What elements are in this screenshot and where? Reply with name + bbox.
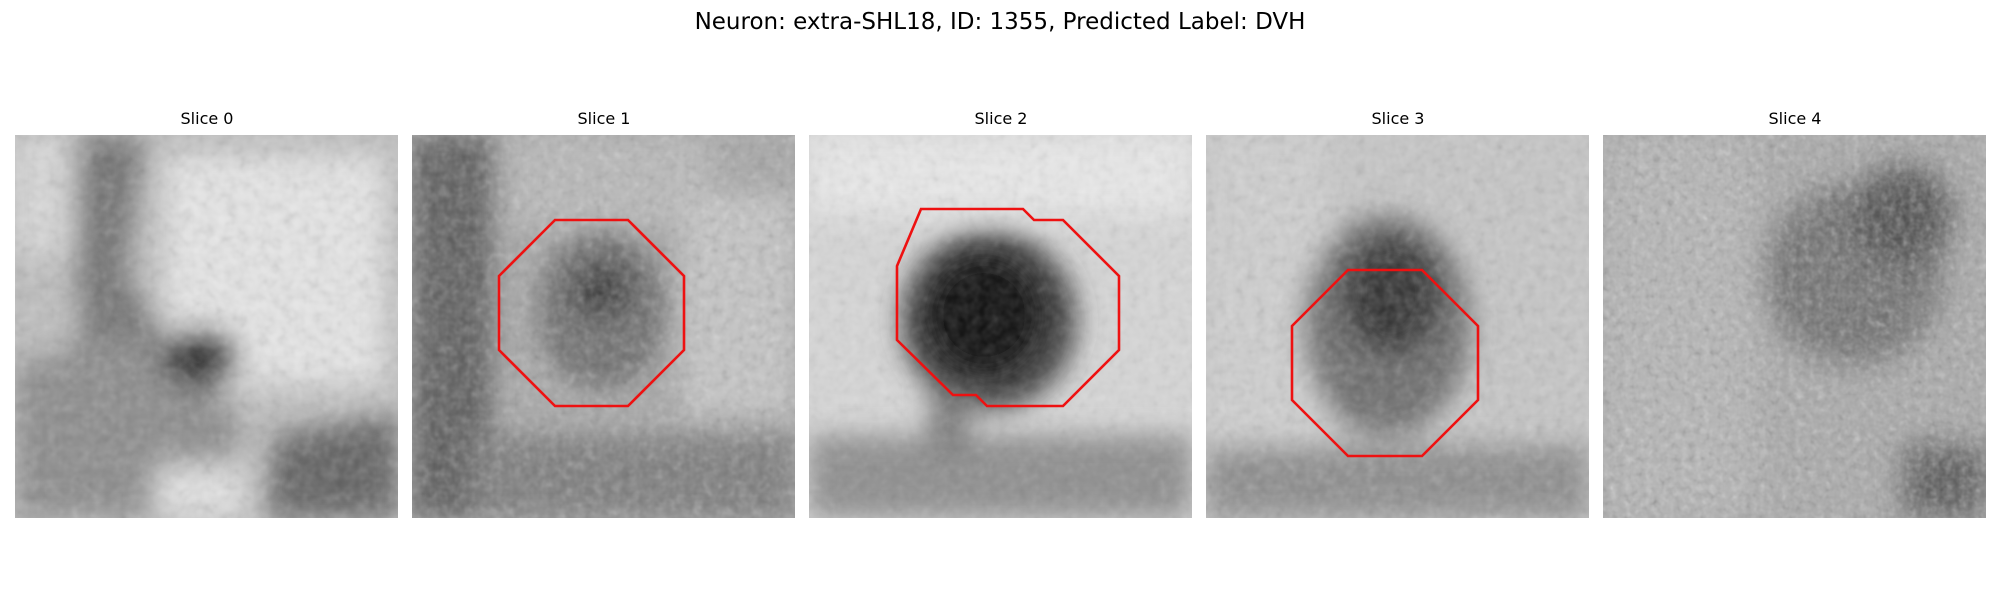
slice-image-4 [1603, 135, 1986, 518]
slice-panel-1: Slice 1 [412, 108, 796, 522]
roi-outline [895, 207, 1121, 408]
figure-title: Neuron: extra-SHL18, ID: 1355, Predicted… [694, 9, 1306, 35]
slice-title-2: Slice 2 [974, 109, 1028, 128]
roi-outline [497, 218, 686, 408]
slice-panel-2: Slice 2 [809, 108, 1193, 522]
slice-image-2 [809, 135, 1192, 518]
roi-outline [1290, 268, 1480, 458]
slice-image-3 [1206, 135, 1589, 518]
slice-image-1 [412, 135, 795, 518]
slice-title-0: Slice 0 [180, 109, 234, 128]
slice-image-0 [15, 135, 398, 518]
slice-title-4: Slice 4 [1768, 109, 1822, 128]
slice-panel-0: Slice 0 [15, 108, 399, 522]
slice-panel-4: Slice 4 [1603, 108, 1987, 522]
slice-panel-3: Slice 3 [1206, 108, 1590, 522]
slice-title-3: Slice 3 [1371, 109, 1425, 128]
slice-title-1: Slice 1 [577, 109, 631, 128]
